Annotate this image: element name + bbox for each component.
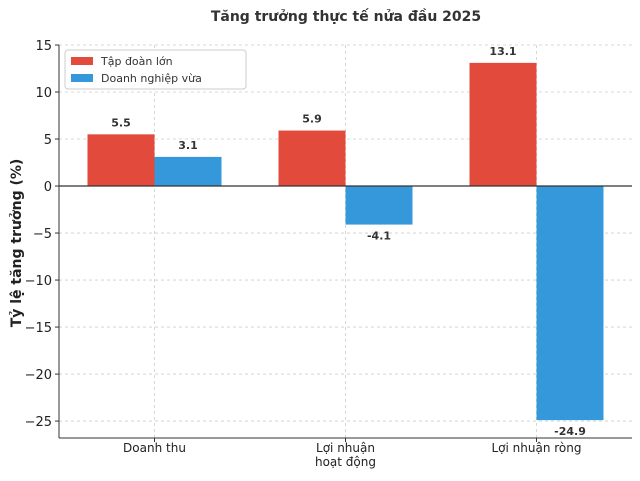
legend-box (64, 49, 247, 90)
bar-large-corp-1 (278, 130, 346, 187)
legend-label: Doanh nghiệp vừa (101, 72, 202, 85)
legend-swatch (71, 74, 93, 82)
axes: 15 10 5 0 −5 −10 −15 −20 −25 Doanh thu Lợi nhuậnho… (25, 39, 632, 469)
y-tick-label: 5 (44, 133, 52, 148)
data-labels: 5.5 5.9 13.1 3.1 -4.1 -24.9 (111, 45, 586, 438)
bars (87, 62, 604, 421)
bar-large-corp-0 (87, 134, 155, 187)
chart-title: Tăng trưởng thực tế nửa đầu 2025 (211, 8, 481, 25)
y-tick-label: −15 (25, 321, 52, 336)
data-label: -24.9 (554, 425, 586, 438)
legend-label: Tập đoàn lớn (100, 55, 173, 68)
y-tick-label: 10 (35, 86, 52, 101)
bar-medium-biz-2 (536, 186, 604, 421)
y-tick-label: 15 (35, 39, 52, 54)
y-tick-label: −20 (25, 368, 52, 383)
x-tick-label: hoạt động (315, 455, 376, 469)
y-tick-label: −5 (33, 227, 52, 242)
bar-medium-biz-1 (345, 186, 413, 225)
data-label: 5.9 (302, 113, 322, 126)
x-tick-label: Lợi nhuận (316, 441, 375, 455)
legend: Tập đoàn lớn Doanh nghiệp vừa (64, 49, 247, 90)
x-tick-label: Doanh thu (123, 441, 186, 455)
data-label: 5.5 (111, 116, 131, 129)
y-tick-label: 0 (44, 180, 52, 195)
legend-swatch (71, 57, 93, 65)
bar-medium-biz-0 (154, 156, 222, 187)
data-label: 13.1 (489, 45, 516, 58)
y-axis-label: Tỷ lệ tăng trưởng (%) (9, 159, 25, 328)
x-tick-label: Lợi nhuận ròng (492, 441, 582, 455)
data-label: 3.1 (178, 139, 198, 152)
y-tick-label: −25 (25, 415, 52, 430)
y-tick-label: −10 (25, 274, 52, 289)
data-label: -4.1 (367, 230, 391, 243)
bar-large-corp-2 (469, 62, 537, 187)
